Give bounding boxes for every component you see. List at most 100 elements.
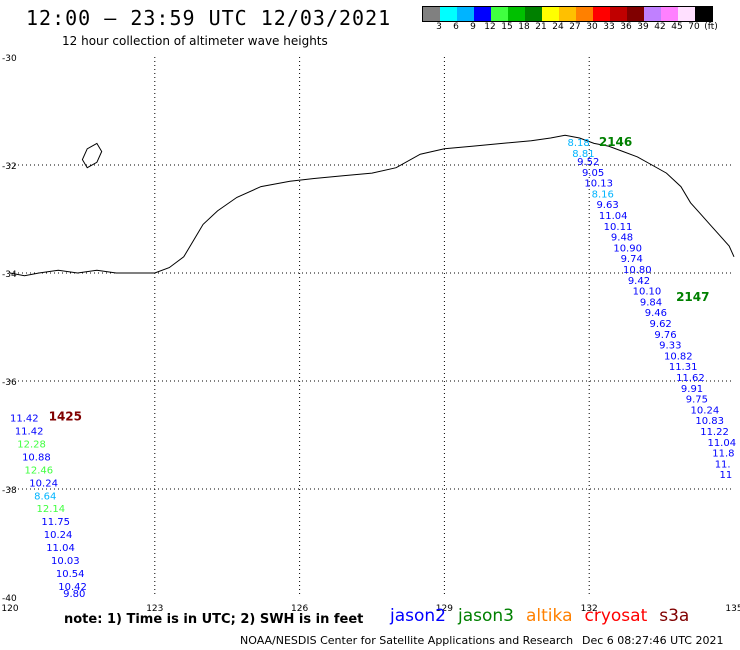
- legend-label: 33: [603, 22, 615, 32]
- legend-label: 3: [436, 22, 442, 32]
- swh-observation: 12.14: [37, 504, 66, 515]
- legend-label: 70: [688, 22, 700, 32]
- lon-tick-label: 126: [291, 604, 308, 614]
- swh-observation: 9.74: [621, 254, 643, 265]
- swh-observation: 12.46: [24, 465, 53, 476]
- swh-observation: 9.52: [577, 157, 599, 168]
- satellite-name: cryosat: [584, 606, 648, 626]
- legend-label: 24: [552, 22, 564, 32]
- swh-observation: 9.84: [640, 297, 662, 308]
- swh-observation: 9.76: [654, 330, 676, 341]
- swh-observation: 11.8: [712, 449, 734, 460]
- pass-id-label: 2147: [676, 290, 709, 304]
- swh-observation: 9.80: [63, 589, 85, 600]
- lon-tick-label: 135: [725, 604, 740, 614]
- legend-label: 21: [535, 22, 547, 32]
- swh-observation: 9.63: [596, 200, 618, 211]
- swh-observation: 10.42: [58, 582, 87, 593]
- lat-tick-label: -40: [2, 594, 17, 604]
- lon-tick-label: 123: [146, 604, 163, 614]
- legend-swatch: [491, 7, 508, 21]
- legend-swatch: [593, 7, 610, 21]
- swh-observation: 10.10: [633, 287, 662, 298]
- legend-swatch: [542, 7, 559, 21]
- legend-label: 12: [484, 22, 496, 32]
- swh-observation: 11.04: [599, 211, 628, 222]
- swh-observation: 9.91: [681, 384, 703, 395]
- legend-swatch: [644, 7, 661, 21]
- swh-observation: 8.16: [592, 189, 614, 200]
- legend-swatch: [661, 7, 678, 21]
- lat-tick-label: -32: [2, 162, 17, 172]
- legend-swatch: [627, 7, 644, 21]
- island-outline: [81, 142, 103, 169]
- swh-observation: 12.28: [17, 439, 46, 450]
- footer-credit: NOAA/NESDIS Center for Satellite Applica…: [240, 634, 574, 647]
- footer-timestamp: Dec 6 08:27:46 UTC 2021: [582, 634, 724, 647]
- swh-observation: 10.11: [604, 222, 633, 233]
- legend-label: (ft): [704, 22, 718, 32]
- legend-swatch: [610, 7, 627, 21]
- swh-observation: 9.62: [650, 319, 672, 330]
- swh-observation: 10.13: [584, 179, 613, 190]
- swh-observation: 11.62: [676, 373, 705, 384]
- swh-observation: 11.75: [41, 517, 70, 528]
- legend-label: 39: [637, 22, 649, 32]
- footer-note: note: 1) Time is in UTC; 2) SWH is in fe…: [64, 612, 364, 627]
- swh-observation: 10.82: [664, 351, 693, 362]
- swh-observation: 11.42: [10, 414, 39, 425]
- color-legend: [422, 6, 713, 22]
- swh-observation: 8.18: [567, 138, 589, 149]
- swh-observation: 10.24: [29, 478, 58, 489]
- swh-observation: 10.83: [695, 416, 724, 427]
- legend-swatch: [508, 7, 525, 21]
- legend-label: 42: [654, 22, 666, 32]
- swh-observation: 9.48: [611, 233, 633, 244]
- lon-tick-label: 132: [581, 604, 598, 614]
- swh-observation: 9.33: [659, 341, 681, 352]
- legend-swatch: [559, 7, 576, 21]
- legend-swatch: [525, 7, 542, 21]
- coastline: [9, 134, 735, 277]
- swh-observation: 9.46: [645, 308, 667, 319]
- satellite-name: jason3: [458, 606, 514, 626]
- legend-label: 36: [620, 22, 632, 32]
- swh-observation: 9.05: [582, 168, 604, 179]
- swh-observation: 10.24: [44, 530, 73, 541]
- legend-label: 6: [453, 22, 459, 32]
- page-subtitle: 12 hour collection of altimeter wave hei…: [62, 34, 328, 48]
- swh-observation: 9.75: [686, 395, 708, 406]
- legend-label: 30: [586, 22, 598, 32]
- lon-tick-label: 120: [1, 604, 18, 614]
- lat-tick-label: -38: [2, 486, 17, 496]
- legend-label: 45: [671, 22, 683, 32]
- swh-observation: 10.90: [613, 243, 642, 254]
- legend-swatch: [457, 7, 474, 21]
- lon-tick-label: 129: [436, 604, 453, 614]
- swh-observation: 11.31: [669, 362, 698, 373]
- swh-observation: 10.88: [22, 452, 51, 463]
- satellite-name: altika: [526, 606, 573, 626]
- swh-observation: 11.: [715, 459, 731, 470]
- swh-observation: 9.42: [628, 276, 650, 287]
- satellite-legend: jason2 jason3 altika cryosat s3a: [390, 606, 701, 626]
- lat-tick-label: -34: [2, 270, 17, 280]
- swh-observation: 11.04: [707, 438, 736, 449]
- satellite-name: s3a: [659, 606, 690, 626]
- swh-observation: 11.04: [46, 543, 75, 554]
- swh-observation: 8.81: [572, 149, 594, 160]
- legend-swatch: [678, 7, 695, 21]
- swh-observation: 8.64: [34, 491, 56, 502]
- legend-swatch: [576, 7, 593, 21]
- legend-swatch: [423, 7, 440, 21]
- swh-observation: 11.42: [15, 426, 44, 437]
- swh-observation: 11.22: [700, 427, 729, 438]
- legend-label: 27: [569, 22, 581, 32]
- lat-tick-label: -36: [2, 378, 17, 388]
- satellite-name: jason2: [390, 606, 446, 626]
- pass-id-label: 1425: [49, 409, 82, 423]
- swh-observation: 10.54: [56, 569, 85, 580]
- pass-id-label: 2146: [599, 135, 632, 149]
